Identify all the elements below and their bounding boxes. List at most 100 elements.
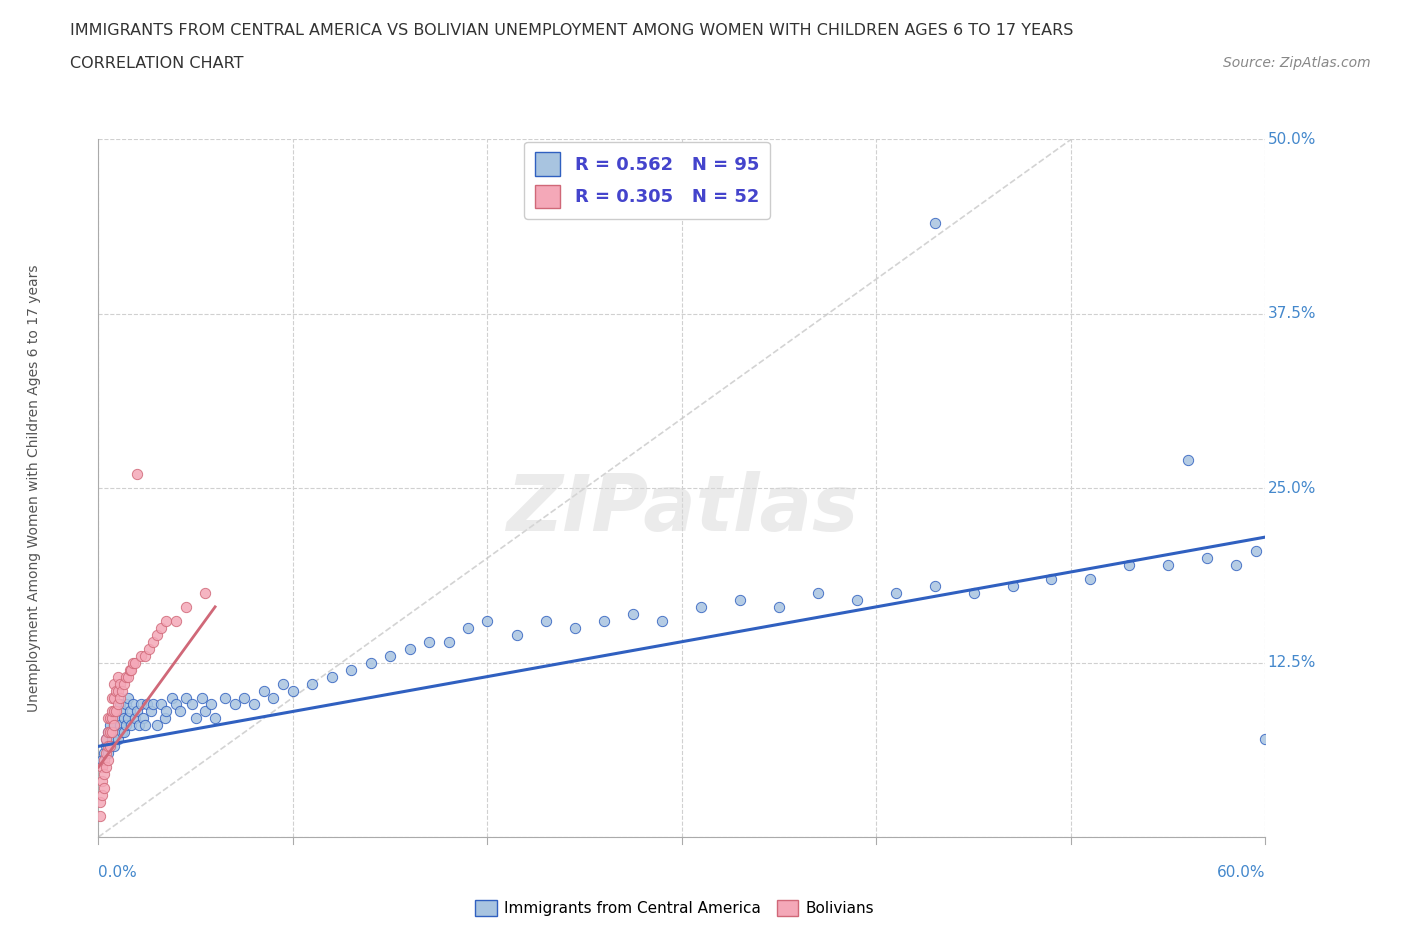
- Point: [96, 738, 118, 753]
- Point: [118, 662, 141, 677]
- Point: [194, 586, 217, 601]
- Point: [103, 718, 125, 733]
- Point: [768, 600, 790, 615]
- Point: [281, 683, 304, 698]
- Point: [98, 725, 121, 740]
- Point: [107, 732, 129, 747]
- Point: [360, 655, 382, 670]
- Point: [146, 628, 169, 643]
- Point: [593, 614, 616, 629]
- Legend: R = 0.562   N = 95, R = 0.305   N = 52: R = 0.562 N = 95, R = 0.305 N = 52: [524, 141, 769, 219]
- Point: [93, 766, 115, 781]
- Point: [505, 628, 527, 643]
- Point: [1001, 578, 1024, 593]
- Point: [184, 711, 207, 725]
- Point: [169, 704, 191, 719]
- Point: [1254, 732, 1277, 747]
- Point: [233, 690, 256, 705]
- Point: [200, 698, 222, 712]
- Point: [129, 648, 152, 663]
- Point: [122, 655, 145, 670]
- Point: [190, 690, 212, 705]
- Point: [214, 690, 236, 705]
- Point: [437, 634, 460, 649]
- Point: [111, 725, 134, 740]
- Point: [98, 711, 121, 725]
- Text: 60.0%: 60.0%: [1218, 865, 1265, 880]
- Point: [132, 711, 155, 725]
- Point: [101, 711, 124, 725]
- Point: [91, 753, 114, 768]
- Point: [1118, 558, 1140, 573]
- Text: 50.0%: 50.0%: [1268, 132, 1316, 147]
- Point: [117, 690, 139, 705]
- Point: [1244, 543, 1267, 558]
- Point: [138, 642, 160, 657]
- Point: [96, 746, 118, 761]
- Text: 25.0%: 25.0%: [1268, 481, 1316, 496]
- Text: 37.5%: 37.5%: [1268, 306, 1316, 322]
- Point: [271, 676, 294, 691]
- Point: [1080, 571, 1102, 587]
- Point: [457, 620, 479, 635]
- Point: [118, 704, 141, 719]
- Point: [174, 600, 197, 615]
- Point: [91, 760, 114, 775]
- Point: [114, 718, 136, 733]
- Point: [621, 606, 644, 621]
- Point: [534, 614, 557, 629]
- Point: [103, 738, 125, 753]
- Point: [122, 698, 145, 712]
- Point: [97, 738, 120, 753]
- Point: [107, 683, 129, 698]
- Point: [96, 732, 118, 747]
- Point: [112, 711, 135, 725]
- Point: [155, 704, 177, 719]
- Point: [96, 760, 118, 775]
- Point: [98, 718, 121, 733]
- Point: [128, 718, 150, 733]
- Point: [108, 698, 131, 712]
- Point: [108, 718, 131, 733]
- Point: [962, 586, 984, 601]
- Text: Unemployment Among Women with Children Ages 6 to 17 years: Unemployment Among Women with Children A…: [27, 264, 41, 712]
- Text: IMMIGRANTS FROM CENTRAL AMERICA VS BOLIVIAN UNEMPLOYMENT AMONG WOMEN WITH CHILDR: IMMIGRANTS FROM CENTRAL AMERICA VS BOLIV…: [70, 23, 1074, 38]
- Point: [924, 578, 946, 593]
- Text: 12.5%: 12.5%: [1268, 655, 1316, 671]
- Point: [884, 586, 907, 601]
- Point: [104, 704, 127, 719]
- Point: [180, 698, 202, 712]
- Point: [114, 670, 136, 684]
- Point: [845, 592, 868, 607]
- Point: [97, 711, 120, 725]
- Point: [107, 711, 129, 725]
- Point: [101, 725, 124, 740]
- Point: [1177, 453, 1199, 468]
- Point: [124, 655, 146, 670]
- Point: [127, 704, 149, 719]
- Point: [111, 683, 134, 698]
- Point: [96, 732, 118, 747]
- Point: [93, 781, 115, 796]
- Point: [89, 809, 111, 824]
- Point: [91, 774, 114, 789]
- Point: [107, 698, 129, 712]
- Text: CORRELATION CHART: CORRELATION CHART: [70, 56, 243, 71]
- Point: [101, 732, 124, 747]
- Point: [91, 788, 114, 803]
- Point: [114, 698, 136, 712]
- Point: [101, 690, 124, 705]
- Point: [107, 670, 129, 684]
- Point: [730, 592, 752, 607]
- Point: [108, 690, 131, 705]
- Point: [104, 683, 127, 698]
- Point: [204, 711, 226, 725]
- Point: [194, 704, 217, 719]
- Point: [378, 648, 402, 663]
- Point: [98, 738, 121, 753]
- Point: [398, 642, 420, 657]
- Point: [142, 698, 165, 712]
- Point: [146, 718, 169, 733]
- Point: [103, 676, 125, 691]
- Point: [103, 704, 125, 719]
